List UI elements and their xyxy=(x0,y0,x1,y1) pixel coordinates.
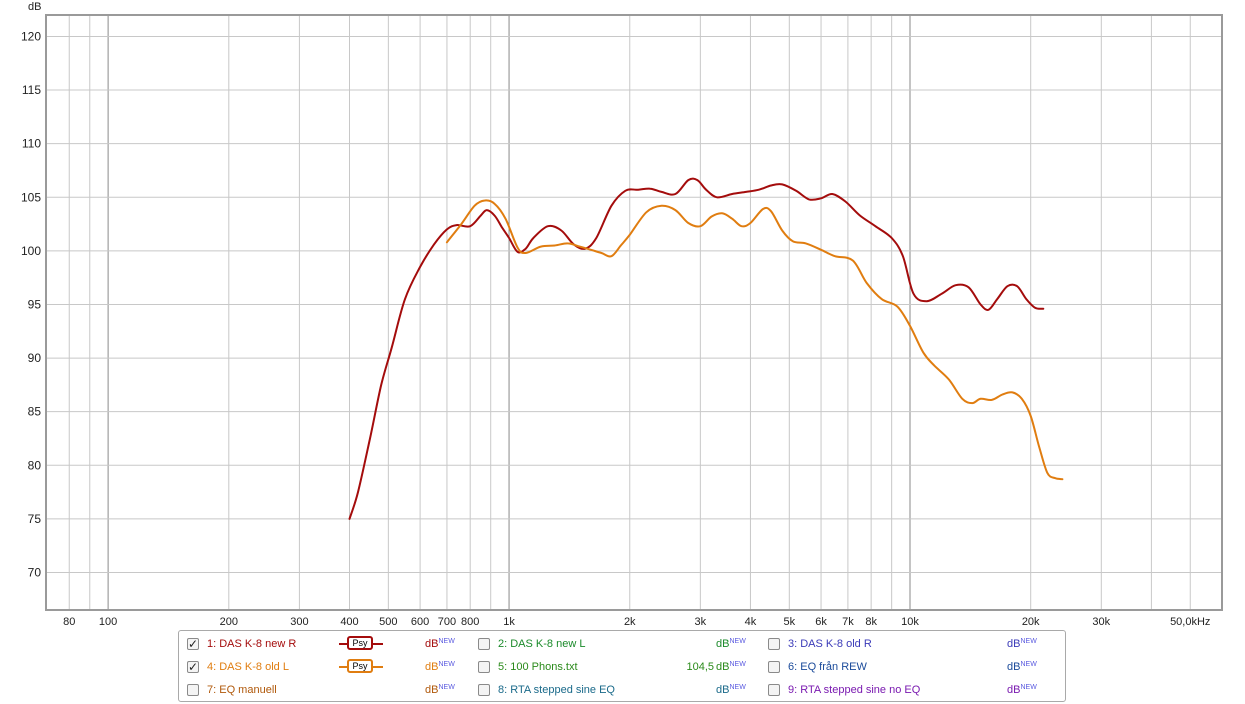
trace-unit[interactable]: dBNEW xyxy=(1007,638,1037,650)
x-tick-label: 8k xyxy=(865,616,877,628)
unit-text: dB xyxy=(716,638,730,650)
y-tick-label: 70 xyxy=(28,565,42,579)
y-axis-unit-label: dB xyxy=(28,1,41,13)
trace-checkbox[interactable]: ✓ xyxy=(187,660,199,674)
trace-label[interactable]: 7: EQ manuell xyxy=(207,684,277,696)
series-line-1 xyxy=(348,177,1045,520)
unit-new-tag: NEW xyxy=(438,684,455,691)
unit-new-tag: NEW xyxy=(729,684,746,691)
trace-label[interactable]: 2: DAS K-8 new L xyxy=(498,638,586,650)
x-tick-label: 600 xyxy=(411,616,429,628)
unit-text: dB xyxy=(425,661,439,673)
x-tick-label: 800 xyxy=(461,616,479,628)
trace-unit[interactable]: dBNEW xyxy=(425,684,455,696)
unit-new-tag: NEW xyxy=(729,661,746,668)
trace-unit[interactable]: dBNEW xyxy=(716,661,746,673)
unit-new-tag: NEW xyxy=(729,638,746,645)
x-tick-label: 500 xyxy=(379,616,397,628)
legend-item: ✓ 4: DAS K-8 old L Psy dBNEW xyxy=(187,659,472,677)
plot-area xyxy=(46,15,1222,610)
y-tick-label: 115 xyxy=(22,83,41,97)
y-tick-label: 95 xyxy=(28,297,42,311)
unit-text: dB xyxy=(716,684,730,696)
unit-new-tag: NEW xyxy=(1020,684,1037,691)
trace-unit[interactable]: dBNEW xyxy=(425,638,455,650)
trace-label[interactable]: 5: 100 Phons.txt xyxy=(498,661,578,673)
y-tick-label: 110 xyxy=(22,137,41,151)
trace-unit[interactable]: dBNEW xyxy=(716,638,746,650)
x-tick-label: 6k xyxy=(815,616,827,628)
x-tick-label: 400 xyxy=(340,616,358,628)
unit-text: dB xyxy=(425,638,439,650)
legend-item: 9: RTA stepped sine no EQ dBNEW xyxy=(768,682,1053,700)
x-tick-label: 30k xyxy=(1092,616,1110,628)
unit-new-tag: NEW xyxy=(1020,661,1037,668)
trace-value: 104,5 xyxy=(686,661,714,673)
unit-text: dB xyxy=(1007,684,1021,696)
unit-text: dB xyxy=(716,661,730,673)
y-tick-label: 100 xyxy=(21,244,41,258)
trace-unit[interactable]: dBNEW xyxy=(1007,684,1037,696)
trace-label[interactable]: 4: DAS K-8 old L xyxy=(207,661,289,673)
legend-item: 3: DAS K-8 old R dBNEW xyxy=(768,636,1053,654)
y-tick-label: 120 xyxy=(21,29,41,43)
legend-item: 6: EQ från REW dBNEW xyxy=(768,659,1053,677)
x-tick-label: 50,0kHz xyxy=(1170,616,1210,628)
x-tick-label: 700 xyxy=(438,616,456,628)
plot-frame xyxy=(45,14,1223,611)
traces-legend: ✓ 1: DAS K-8 new R Psy dBNEW 2: DAS K-8 new … xyxy=(178,630,1066,702)
psy-smoothing-badge: Psy xyxy=(347,659,373,673)
legend-item: 7: EQ manuell dBNEW xyxy=(187,682,472,700)
trace-checkbox[interactable] xyxy=(187,684,199,696)
legend-item: 5: 100 Phons.txt 104,5 dBNEW xyxy=(478,659,763,677)
unit-new-tag: NEW xyxy=(1020,638,1037,645)
x-tick-label: 1k xyxy=(503,616,515,628)
legend-item: 2: DAS K-8 new L dBNEW xyxy=(478,636,763,654)
y-tick-label: 105 xyxy=(21,190,41,204)
unit-new-tag: NEW xyxy=(438,638,455,645)
trace-checkbox[interactable] xyxy=(768,638,780,650)
x-tick-label: 2k xyxy=(624,616,636,628)
x-tick-label: 7k xyxy=(842,616,854,628)
x-tick-label: 300 xyxy=(290,616,308,628)
trace-checkbox[interactable] xyxy=(478,638,490,650)
x-tick-label: 4k xyxy=(745,616,757,628)
trace-checkbox[interactable] xyxy=(768,684,780,696)
trace-checkbox[interactable] xyxy=(768,661,780,673)
legend-item: 8: RTA stepped sine EQ dBNEW xyxy=(478,682,763,700)
trace-unit[interactable]: dBNEW xyxy=(716,684,746,696)
trace-unit[interactable]: dBNEW xyxy=(425,661,455,673)
x-tick-label: 20k xyxy=(1022,616,1040,628)
unit-new-tag: NEW xyxy=(438,661,455,668)
trace-label[interactable]: 3: DAS K-8 old R xyxy=(788,638,872,650)
legend-item: ✓ 1: DAS K-8 new R Psy dBNEW xyxy=(187,636,472,654)
psy-smoothing-badge: Psy xyxy=(347,636,373,650)
unit-text: dB xyxy=(1007,661,1021,673)
trace-line-style-swatch[interactable]: Psy xyxy=(339,659,383,675)
trace-label[interactable]: 1: DAS K-8 new R xyxy=(207,638,297,650)
frequency-response-chart: 70 75 80 85 90 95 100 105 110 115 120 dB 80 100 200 300… xyxy=(21,1,1223,628)
trace-checkbox[interactable] xyxy=(478,684,490,696)
x-tick-label: 200 xyxy=(220,616,238,628)
x-tick-label: 5k xyxy=(783,616,795,628)
trace-checkbox[interactable]: ✓ xyxy=(187,637,199,651)
trace-label[interactable]: 9: RTA stepped sine no EQ xyxy=(788,684,921,696)
trace-label[interactable]: 8: RTA stepped sine EQ xyxy=(498,684,615,696)
unit-text: dB xyxy=(425,684,439,696)
x-tick-label: 3k xyxy=(695,616,707,628)
x-tick-label: 80 xyxy=(63,616,75,628)
y-tick-label: 85 xyxy=(28,405,42,419)
trace-unit[interactable]: dBNEW xyxy=(1007,661,1037,673)
trace-label[interactable]: 6: EQ från REW xyxy=(788,661,867,673)
x-tick-label: 10k xyxy=(901,616,919,628)
trace-checkbox[interactable] xyxy=(478,661,490,673)
y-tick-label: 75 xyxy=(28,512,42,526)
series-line-2 xyxy=(445,199,1064,481)
y-tick-label: 90 xyxy=(28,351,42,365)
trace-line-style-swatch[interactable]: Psy xyxy=(339,636,383,652)
y-tick-label: 80 xyxy=(28,458,42,472)
x-tick-label: 100 xyxy=(99,616,117,628)
unit-text: dB xyxy=(1007,638,1021,650)
